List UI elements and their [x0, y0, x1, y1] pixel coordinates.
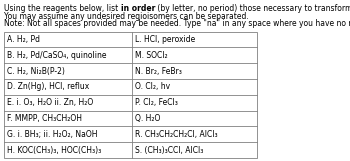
- Text: C. H₂, Ni₂B(P-2): C. H₂, Ni₂B(P-2): [7, 66, 65, 76]
- Text: F. MMPP, CH₃CH₂OH: F. MMPP, CH₃CH₂OH: [7, 114, 82, 123]
- Text: in order: in order: [121, 4, 155, 13]
- Text: E. i. O₃, H₂O ii. Zn, H₂O: E. i. O₃, H₂O ii. Zn, H₂O: [7, 98, 93, 107]
- Text: N. Br₂, FeBr₃: N. Br₂, FeBr₃: [135, 66, 182, 76]
- Bar: [4, 32, 257, 158]
- Text: You may assume any undesired regioisomers can be separated.: You may assume any undesired regioisomer…: [4, 11, 249, 20]
- Text: Q. H₂O: Q. H₂O: [135, 114, 160, 123]
- Text: H. KOC(CH₃)₃, HOC(CH₃)₃: H. KOC(CH₃)₃, HOC(CH₃)₃: [7, 146, 101, 155]
- Text: Note: Not all spaces provided may be needed. Type "na" in any space where you ha: Note: Not all spaces provided may be nee…: [4, 19, 350, 28]
- Text: (by letter, no period) those necessary to transform benzene into p-chlorobenzene: (by letter, no period) those necessary t…: [155, 4, 350, 13]
- Text: S. (CH₃)₃CCl, AlCl₃: S. (CH₃)₃CCl, AlCl₃: [135, 146, 203, 155]
- Text: B. H₂, Pd/CaSO₄, quinoline: B. H₂, Pd/CaSO₄, quinoline: [7, 51, 106, 60]
- Text: A. H₂, Pd: A. H₂, Pd: [7, 35, 40, 44]
- Text: P. Cl₂, FeCl₃: P. Cl₂, FeCl₃: [135, 98, 178, 107]
- Text: M. SOCl₂: M. SOCl₂: [135, 51, 168, 60]
- Text: R. CH₃CH₂CH₂Cl, AlCl₃: R. CH₃CH₂CH₂Cl, AlCl₃: [135, 130, 217, 139]
- Text: L. HCl, peroxide: L. HCl, peroxide: [135, 35, 195, 44]
- Text: Using the reagents below, list: Using the reagents below, list: [4, 4, 121, 13]
- Text: G. i. BH₃; ii. H₂O₂, NaOH: G. i. BH₃; ii. H₂O₂, NaOH: [7, 130, 98, 139]
- Text: O. Cl₂, hv: O. Cl₂, hv: [135, 82, 170, 91]
- Text: D. Zn(Hg), HCl, reflux: D. Zn(Hg), HCl, reflux: [7, 82, 89, 91]
